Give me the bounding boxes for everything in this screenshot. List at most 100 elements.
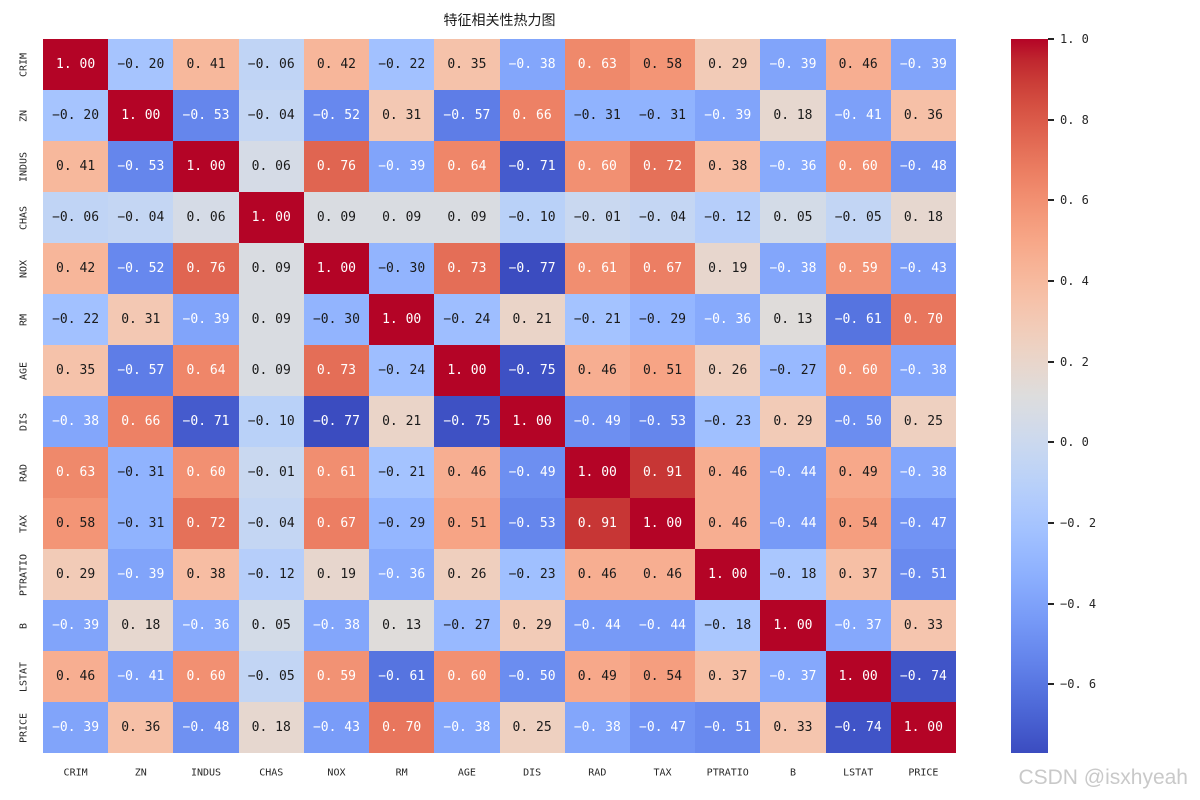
heatmap-cell: 0. 36 [890, 90, 956, 141]
heatmap-cell: 0. 58 [43, 498, 109, 549]
y-axis-label: CRIM [18, 52, 30, 77]
heatmap-cell: −0. 61 [369, 651, 435, 702]
heatmap-cell: −0. 61 [825, 294, 891, 345]
heatmap-cell: −0. 22 [43, 294, 109, 345]
heatmap-cell: 0. 46 [825, 39, 891, 90]
heatmap-cell: −0. 44 [564, 600, 630, 651]
heatmap-cell: 0. 25 [499, 702, 565, 753]
heatmap-cell: 0. 51 [629, 345, 696, 396]
heatmap-cell: −0. 39 [695, 90, 761, 141]
heatmap-cell: −0. 39 [760, 39, 826, 90]
heatmap-cell: 0. 72 [173, 498, 239, 549]
heatmap-cell: −0. 77 [303, 396, 370, 447]
heatmap-cell: −0. 38 [303, 600, 370, 651]
y-axis-label: B [18, 622, 30, 629]
heatmap-cell: 0. 13 [760, 294, 826, 345]
heatmap-cell: 1. 00 [369, 294, 435, 345]
heatmap-cell: −0. 04 [108, 192, 174, 243]
heatmap-cell: −0. 27 [434, 600, 500, 651]
heatmap-cell: 0. 70 [369, 702, 435, 753]
heatmap-cell: −0. 75 [434, 396, 500, 447]
heatmap-cell: 0. 25 [890, 396, 956, 447]
heatmap-cell: 0. 49 [564, 651, 630, 702]
heatmap-cell: −0. 77 [499, 243, 565, 294]
heatmap-cell: −0. 44 [629, 600, 696, 651]
heatmap-cell: −0. 57 [108, 345, 174, 396]
heatmap-cell: 0. 05 [238, 600, 304, 651]
heatmap-cell: 0. 36 [108, 702, 174, 753]
heatmap-cell: −0. 23 [695, 396, 761, 447]
heatmap-cell: −0. 50 [825, 396, 891, 447]
colorbar-tick [1048, 38, 1054, 40]
heatmap-cell: 0. 91 [629, 447, 696, 498]
colorbar-tick-label: 0. 4 [1060, 274, 1089, 289]
heatmap-cell: −0. 36 [369, 549, 435, 600]
heatmap-cell: −0. 31 [108, 447, 174, 498]
heatmap-cell: −0. 75 [499, 345, 565, 396]
heatmap-cell: −0. 21 [369, 447, 435, 498]
colorbar-tick [1048, 199, 1054, 202]
heatmap-cell: 0. 21 [499, 294, 565, 345]
heatmap-cell: −0. 71 [173, 396, 239, 447]
heatmap-cell: 0. 61 [303, 447, 370, 498]
heatmap-cell: 0. 91 [564, 498, 630, 549]
heatmap-cell: 1. 00 [825, 651, 891, 702]
heatmap-cell: 0. 73 [434, 243, 500, 294]
chart-title: 特征相关性热力图 [443, 13, 556, 29]
heatmap-cell: −0. 30 [369, 243, 435, 294]
heatmap-cell: 0. 09 [238, 243, 304, 294]
heatmap-cell: 0. 60 [825, 141, 891, 192]
heatmap-cell: −0. 38 [434, 702, 500, 753]
heatmap-cell: 0. 19 [303, 549, 370, 600]
x-axis-label: INDUS [190, 767, 222, 779]
colorbar-tick [1048, 280, 1054, 283]
heatmap-cell: −0. 39 [369, 141, 435, 192]
heatmap-cell: −0. 44 [760, 447, 826, 498]
heatmap-cell: 0. 33 [760, 702, 826, 753]
colorbar-tick-label: 0. 8 [1060, 112, 1089, 127]
heatmap-cell: 0. 05 [760, 192, 826, 243]
heatmap-cell: −0. 29 [629, 294, 696, 345]
heatmap-cell: 0. 35 [434, 39, 500, 90]
heatmap-cell: 0. 63 [43, 447, 109, 498]
heatmap-cell: 0. 18 [238, 702, 304, 753]
heatmap-cell: −0. 24 [369, 345, 435, 396]
heatmap-cell: 0. 61 [564, 243, 630, 294]
heatmap-cell: 0. 06 [238, 141, 304, 192]
heatmap-cell: 0. 13 [369, 600, 435, 651]
heatmap-cell: 0. 29 [760, 396, 826, 447]
heatmap-cell: 0. 26 [695, 345, 761, 396]
y-axis-label: RAD [18, 463, 30, 482]
y-axis-label: AGE [18, 361, 30, 380]
heatmap-cell: −0. 12 [238, 549, 304, 600]
heatmap-cell: 0. 38 [695, 141, 761, 192]
heatmap-cell: 0. 21 [369, 396, 435, 447]
heatmap-cell: 0. 54 [825, 498, 891, 549]
heatmap-cell: −0. 53 [499, 498, 565, 549]
heatmap-cell: 0. 64 [434, 141, 500, 192]
colorbar-tick [1048, 118, 1054, 121]
heatmap-cell: −0. 57 [434, 90, 500, 141]
heatmap-cell: 0. 67 [303, 498, 370, 549]
heatmap-cell: −0. 44 [760, 498, 826, 549]
colorbar-tick [1048, 360, 1054, 363]
heatmap-cell: 0. 09 [434, 192, 500, 243]
heatmap-cell: 0. 76 [173, 243, 239, 294]
colorbar-tick-label: 0. 2 [1060, 354, 1089, 369]
heatmap-cell: 0. 46 [629, 549, 696, 600]
heatmap-cell: −0. 31 [564, 90, 630, 141]
heatmap-cell: 0. 42 [303, 39, 370, 90]
heatmap-cell: −0. 04 [238, 90, 304, 141]
heatmap-cell: −0. 51 [890, 549, 956, 600]
heatmap-cell: 0. 38 [173, 549, 239, 600]
y-axis-label: TAX [18, 514, 30, 533]
colorbar-gradient [1011, 39, 1048, 753]
heatmap-cell: −0. 29 [369, 498, 435, 549]
heatmap-cell: −0. 01 [238, 447, 304, 498]
heatmap-cell: 0. 46 [434, 447, 500, 498]
heatmap-cell: 0. 31 [108, 294, 174, 345]
heatmap-cell: −0. 30 [303, 294, 370, 345]
heatmap-cell: −0. 48 [890, 141, 956, 192]
heatmap-cell: −0. 27 [760, 345, 826, 396]
heatmap-cell: 0. 64 [173, 345, 239, 396]
